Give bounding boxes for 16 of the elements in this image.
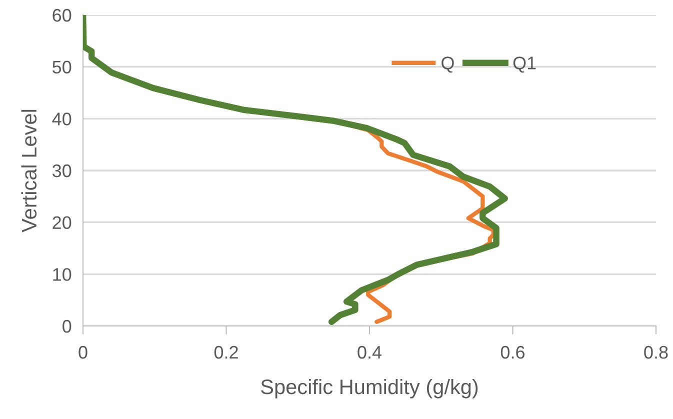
y-tick-label: 40 <box>52 112 72 126</box>
x-axis-title: Specific Humidity (g/kg) <box>261 378 478 398</box>
x-tick-label: 0.2 <box>214 346 238 359</box>
legend-label: Q <box>442 56 454 73</box>
x-tick-label: 0 <box>78 346 88 359</box>
y-tick-label: 0 <box>62 320 72 333</box>
y-tick-label: 10 <box>53 268 72 281</box>
y-tick-label: 50 <box>52 60 72 74</box>
y-tick-label: 60 <box>52 8 72 22</box>
x-tick-label: 0.6 <box>500 346 525 359</box>
x-tick-label: 0.8 <box>644 346 668 359</box>
y-tick-label: 30 <box>52 164 72 178</box>
y-axis-title: Vertical Level <box>21 110 37 232</box>
legend-label: Q1 <box>513 56 536 73</box>
y-tick-label: 20 <box>52 216 72 230</box>
x-tick-label: 0.4 <box>358 346 382 359</box>
